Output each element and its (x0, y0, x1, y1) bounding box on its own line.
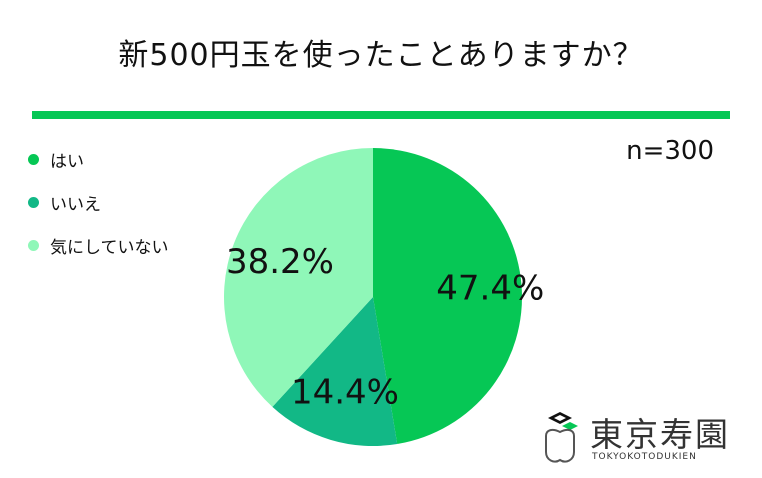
title-underline (32, 111, 730, 119)
slice-label-yes: 47.4% (436, 268, 544, 308)
legend: はい いいえ 気にしていない (28, 148, 169, 277)
logo-wordmark: 東京寿園 (590, 415, 730, 454)
legend-label-yes: はい (50, 151, 84, 172)
slice-label-no: 14.4% (291, 372, 399, 412)
legend-item-dont-care: 気にしていない (28, 234, 169, 258)
legend-swatch-yes (28, 153, 39, 165)
legend-item-yes: はい (28, 148, 169, 172)
legend-label-no: いいえ (50, 194, 101, 215)
legend-swatch-dont-care (28, 239, 39, 251)
sample-size: n=300 (626, 136, 714, 166)
logo-subtitle: TOKYOKOTODUKIEN (592, 452, 697, 462)
legend-swatch-no (28, 196, 39, 208)
slice-label-dont-care: 38.2% (226, 242, 334, 282)
company-logo: 東京寿園 TOKYOKOTODUKIEN (540, 408, 740, 468)
legend-item-no: いいえ (28, 191, 169, 215)
chart-title: 新500円玉を使ったことありますか？ (118, 38, 644, 73)
logo-mark-icon (545, 412, 578, 463)
pie-slice-yes (373, 148, 523, 445)
pie-slice-dont-care (223, 148, 373, 407)
pie-slice-no (272, 297, 398, 447)
legend-label-dont-care: 気にしていない (50, 237, 169, 258)
